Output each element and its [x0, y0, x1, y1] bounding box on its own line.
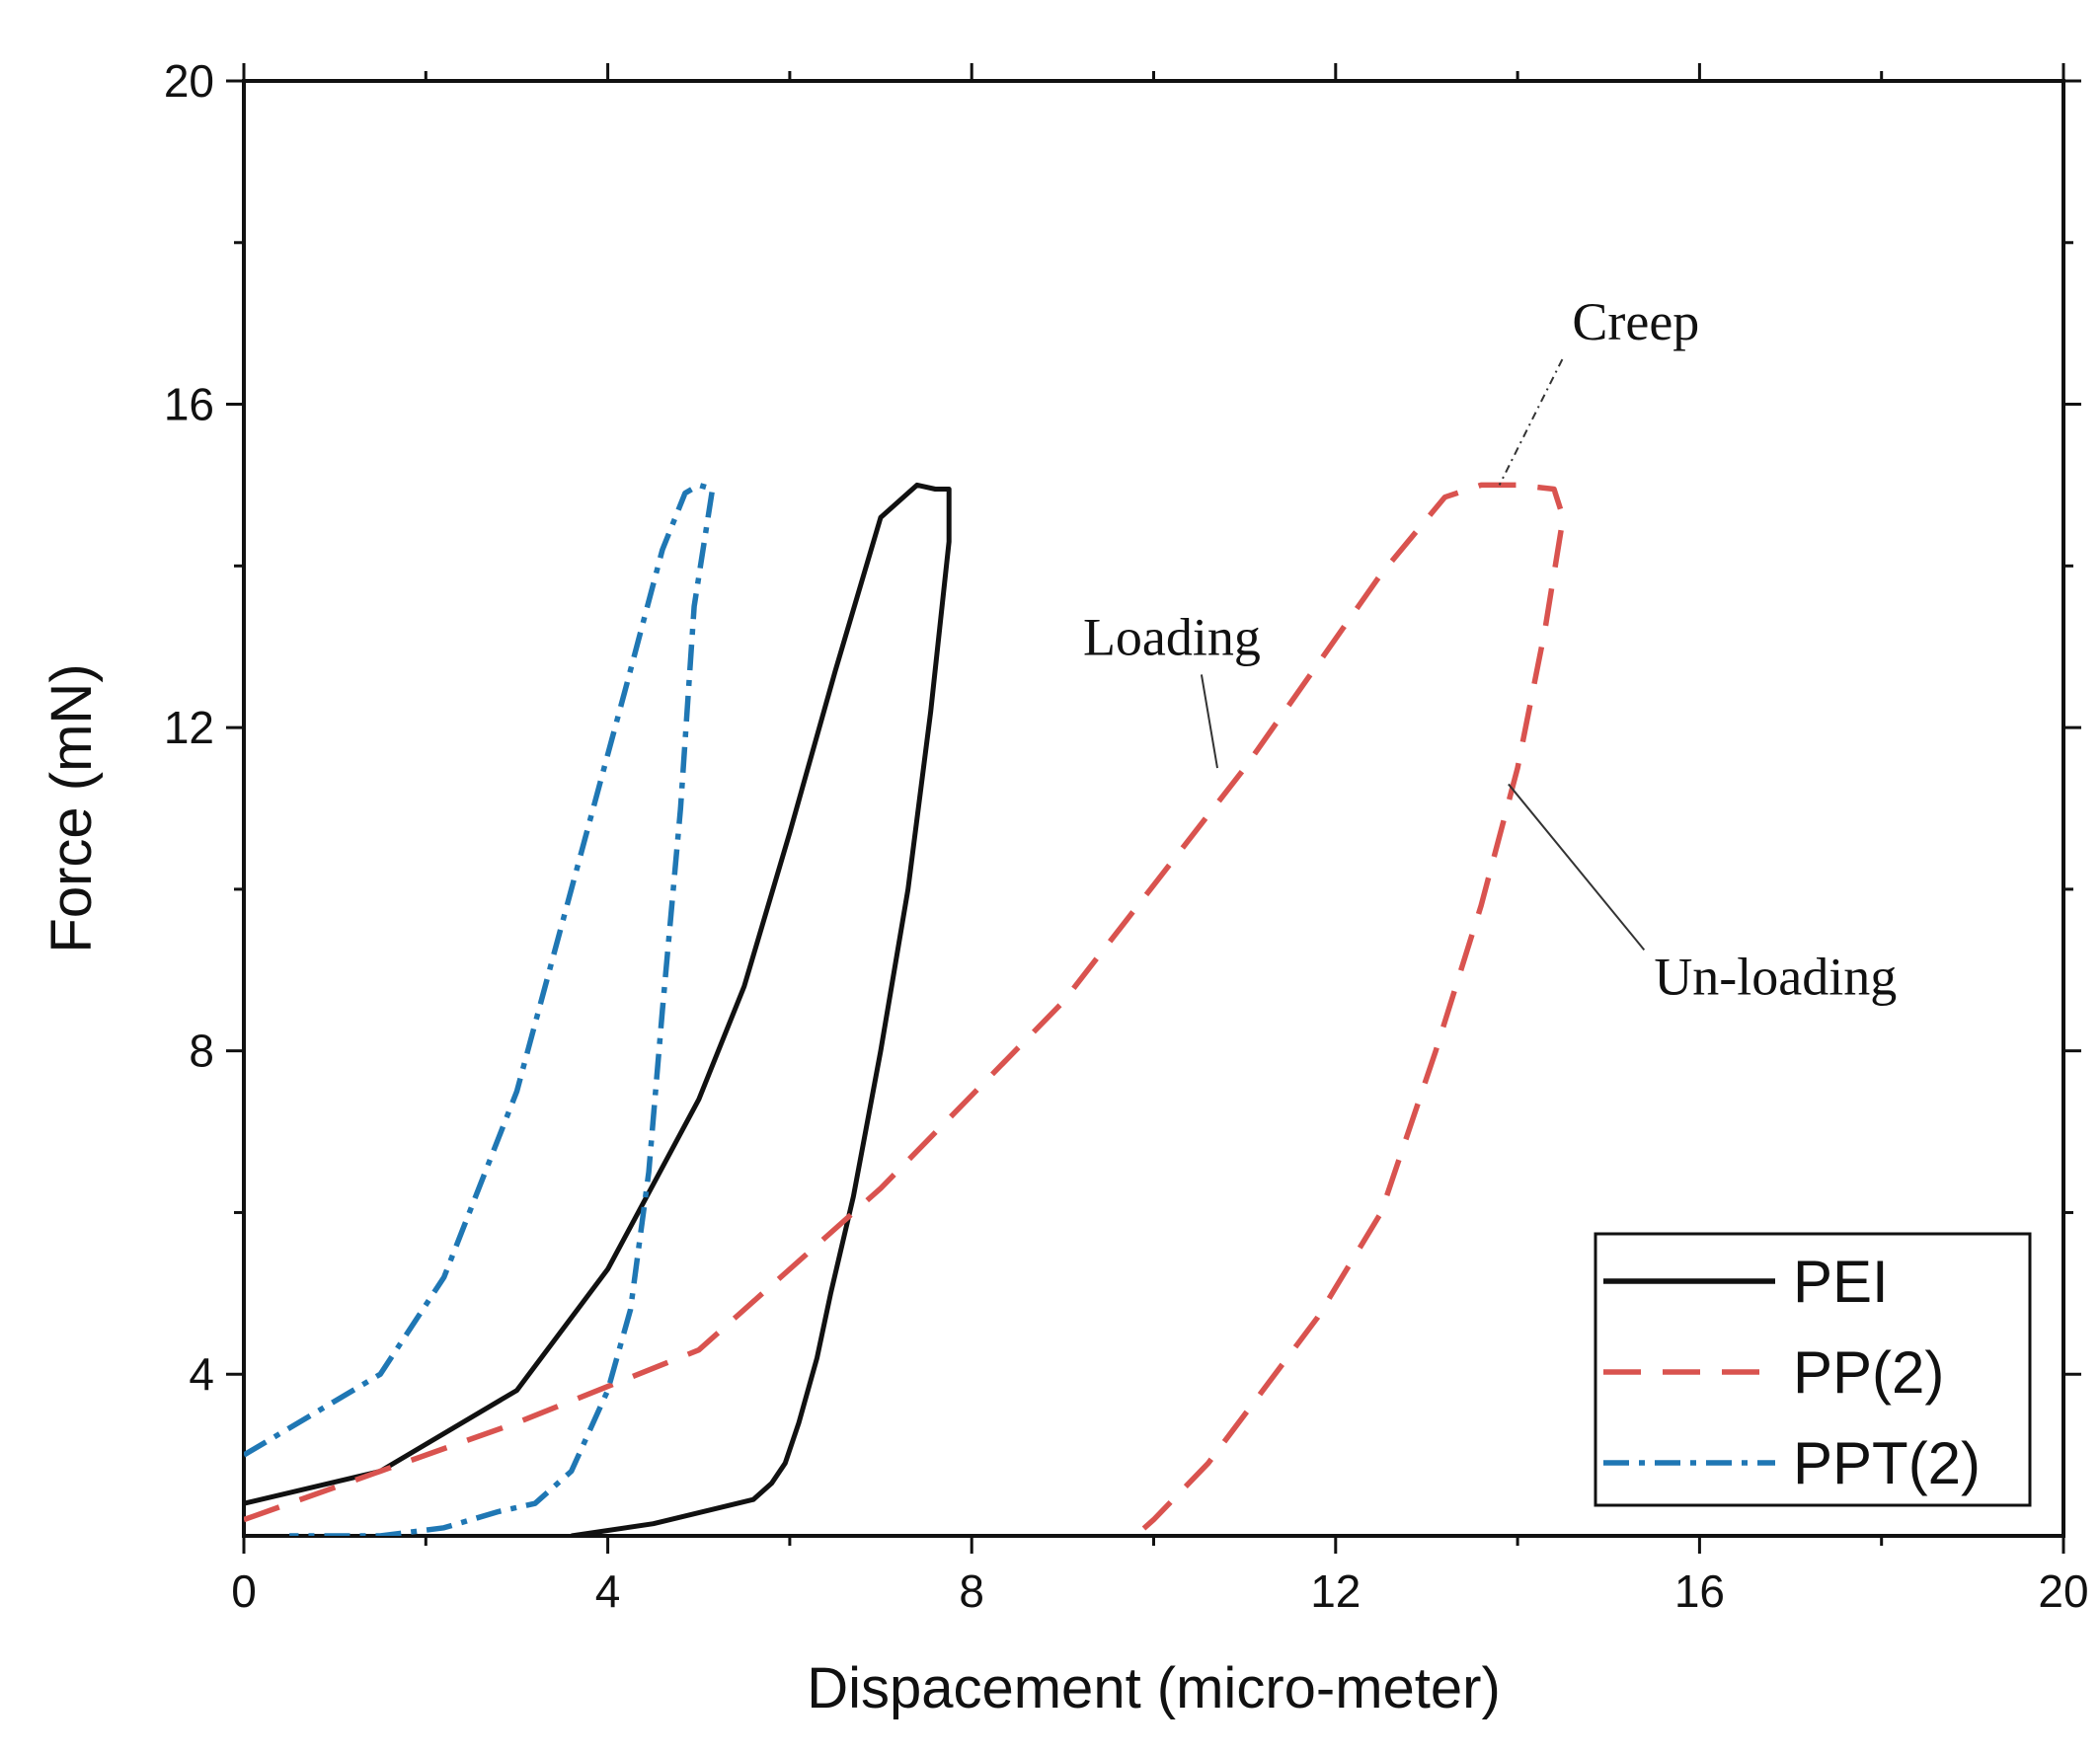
series-layer [244, 482, 1566, 1536]
annotation: Loading [1083, 607, 1261, 769]
y-tick-label: 12 [164, 702, 214, 753]
series-pp-2 [244, 482, 1566, 1536]
y-tick-label: 8 [189, 1026, 214, 1077]
axis-ticks [226, 63, 2081, 1554]
y-axis-tick-labels: 4 8 12 16 20 [164, 55, 214, 1400]
annotation-leader-line [1508, 783, 1646, 951]
y-tick-label: 16 [164, 379, 214, 430]
annotation: Un-loading [1508, 783, 1897, 1006]
annotation-leader-line [1200, 674, 1218, 769]
legend-item: PEI [1603, 1249, 1889, 1315]
x-tick-label: 16 [1674, 1565, 1725, 1617]
x-tick-label: 20 [2038, 1565, 2088, 1617]
y-axis-title: Force (mN) [39, 663, 104, 953]
legend: PEI PP(2) PPT(2) [1594, 1232, 2032, 1507]
series-ppt-2 [244, 482, 716, 1536]
series-line [244, 482, 1566, 1536]
legend-item: PP(2) [1603, 1339, 1944, 1406]
legend-label: PPT(2) [1793, 1430, 1981, 1496]
annotation-leader-line [1498, 358, 1564, 486]
x-tick-label: 0 [231, 1565, 257, 1617]
annotation-label: Loading [1083, 607, 1261, 666]
annotation-label: Creep [1572, 292, 1699, 351]
series-pei [244, 482, 952, 1536]
legend-item: PPT(2) [1603, 1430, 1981, 1496]
y-tick-label: 20 [164, 55, 214, 107]
annotation-label: Un-loading [1654, 947, 1897, 1006]
x-tick-label: 12 [1310, 1565, 1361, 1617]
x-tick-label: 4 [595, 1565, 621, 1617]
x-axis-tick-labels: 0 4 8 12 16 20 [231, 1565, 2088, 1617]
x-tick-label: 8 [959, 1565, 984, 1617]
annotations-layer: Creep Loading Un-loading [1083, 292, 1897, 1006]
series-line [244, 482, 952, 1536]
legend-label: PEI [1793, 1249, 1889, 1315]
y-tick-label: 4 [189, 1348, 214, 1400]
x-axis-title: Dispacement (micro-meter) [807, 1656, 1501, 1720]
annotation: Creep [1498, 292, 1699, 486]
legend-label: PP(2) [1793, 1339, 1944, 1406]
series-line [244, 482, 716, 1536]
